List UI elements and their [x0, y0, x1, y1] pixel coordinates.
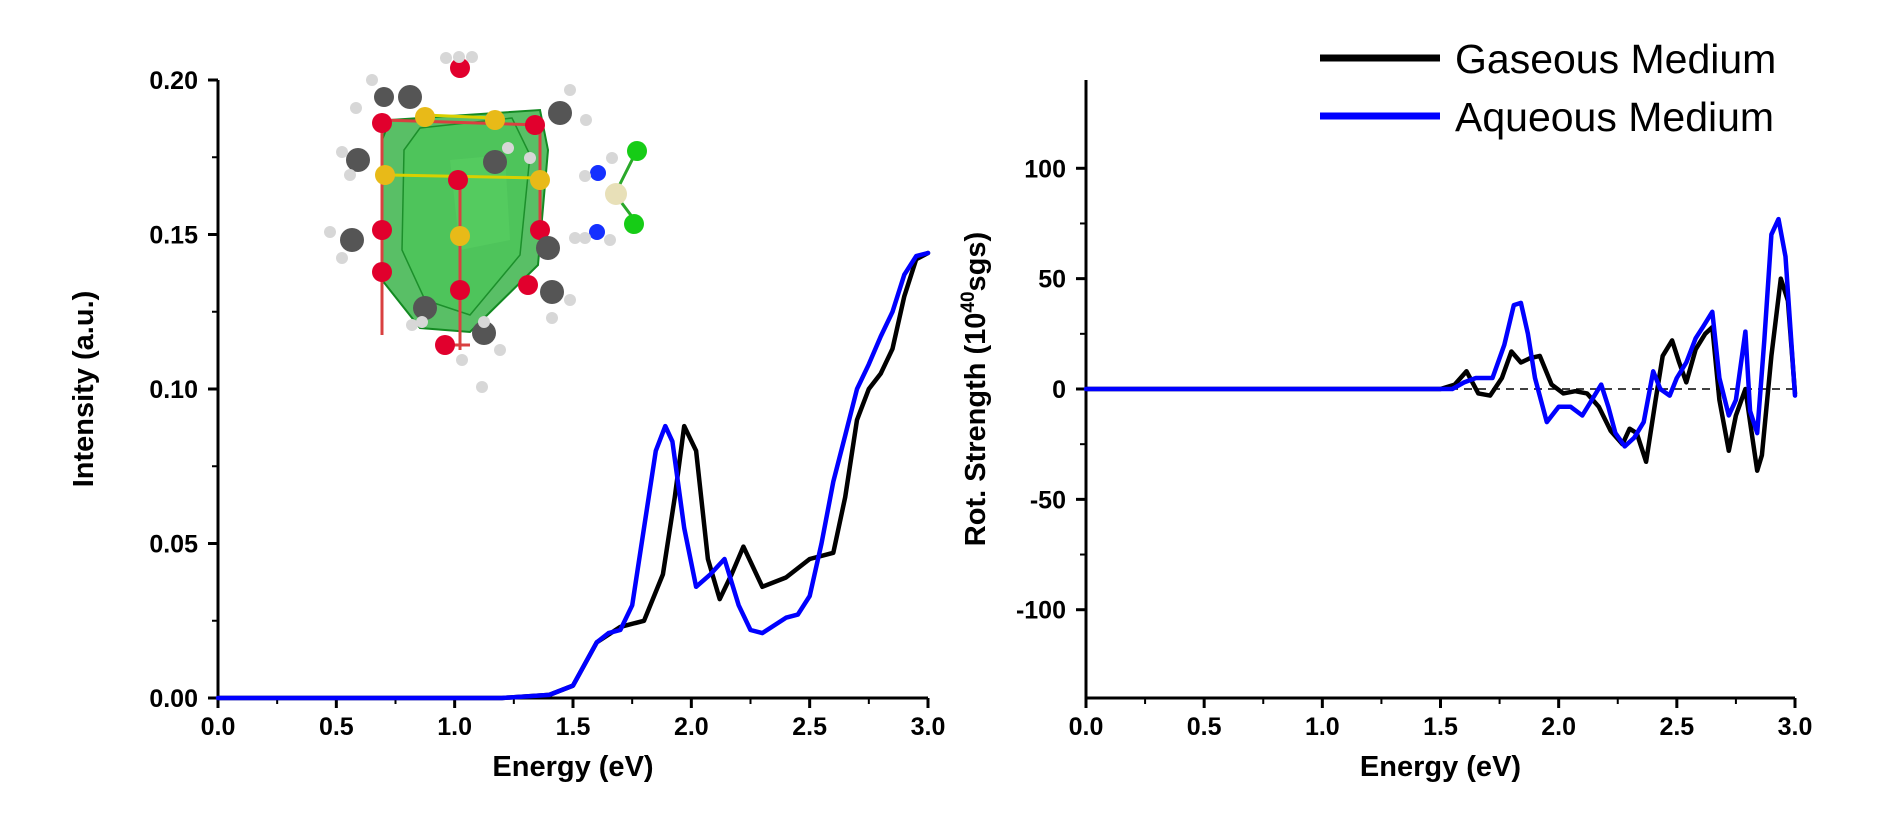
x-tick-label: 2.0	[674, 713, 709, 741]
x-tick-label: 2.0	[1541, 713, 1576, 741]
legend: Gaseous Medium Aqueous Medium	[1320, 36, 1776, 140]
y-tick-label: 0.20	[149, 67, 198, 95]
x-tick-label: 3.0	[1778, 713, 1813, 741]
x-tick-label: 1.5	[1423, 713, 1458, 741]
y-tick-label: 0.00	[149, 685, 198, 713]
series-line-aqueous-medium	[215, 250, 931, 701]
legend-label-gaseous: Gaseous Medium	[1455, 36, 1776, 82]
y-tick-label: 50	[1038, 266, 1066, 294]
x-tick-label: 0.5	[319, 713, 354, 741]
series-line-aqueous-medium	[1083, 216, 1798, 449]
y-axis-title: Intensity (a.u.)	[68, 291, 100, 488]
y-tick-label: 0.15	[149, 222, 198, 250]
y-axis-title: Rot. Strength (1040sgs)	[958, 232, 992, 546]
y-tick-label: 0.10	[149, 376, 198, 404]
right-axes: 0.0 0.5 1.0 1.5 2.0 2.5 3.0 100 50 0 -50 -100 Energy…	[958, 80, 1812, 783]
legend-label-aqueous: Aqueous Medium	[1455, 94, 1774, 140]
y-tick-label: -100	[1016, 597, 1066, 625]
x-tick-label: 2.5	[792, 713, 827, 741]
y-axis-title-superscript: 40	[958, 291, 979, 312]
x-tick-label: 1.0	[437, 713, 472, 741]
y-axis-title-main: Rot. Strength (10	[960, 313, 992, 547]
x-tick-label: 2.5	[1659, 713, 1694, 741]
molecular-structure-inset	[324, 51, 647, 393]
series-line-gaseous-medium	[1083, 276, 1798, 473]
series-line-gaseous-medium	[215, 250, 931, 701]
x-tick-label: 0.5	[1187, 713, 1222, 741]
x-axis-title: Energy (eV)	[492, 751, 653, 783]
absorption-chart: 0.0 0.5 1.0 1.5 2.0 2.5 3.0 0.00 0.05 0.10 0.15 0.2…	[68, 51, 945, 783]
y-tick-label: -50	[1030, 486, 1066, 514]
x-tick-label: 1.0	[1305, 713, 1340, 741]
x-axis-title: Energy (eV)	[1360, 751, 1521, 783]
x-tick-label: 0.0	[1069, 713, 1104, 741]
left-series	[215, 250, 931, 701]
left-axes: 0.0 0.5 1.0 1.5 2.0 2.5 3.0 0.00 0.05 0.10 0.15 0.2…	[68, 67, 945, 783]
y-tick-label: 0.05	[149, 531, 198, 559]
x-tick-label: 1.5	[556, 713, 591, 741]
y-axis-title-tail: sgs)	[960, 232, 992, 292]
x-tick-label: 3.0	[911, 713, 946, 741]
rotatory-strength-chart: 0.0 0.5 1.0 1.5 2.0 2.5 3.0 100 50 0 -50 -100 Energy…	[958, 36, 1812, 783]
x-tick-label: 0.0	[201, 713, 236, 741]
y-tick-label: 100	[1024, 155, 1066, 183]
right-series	[1083, 216, 1798, 473]
y-tick-label: 0	[1052, 376, 1066, 404]
